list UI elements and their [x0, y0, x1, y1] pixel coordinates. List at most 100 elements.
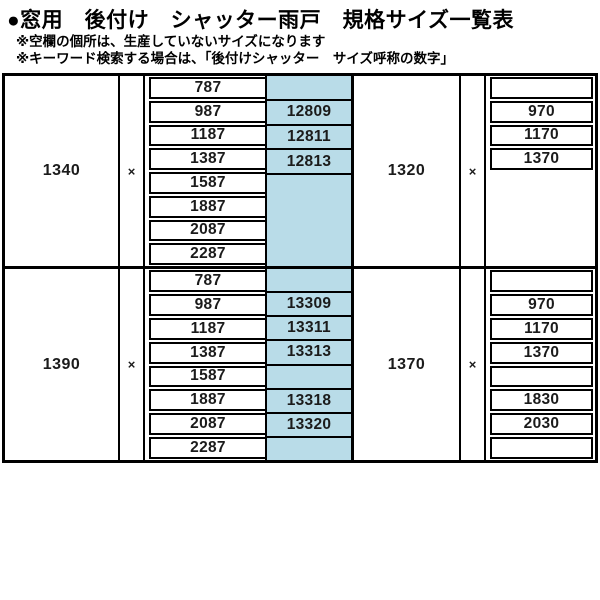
opening-width-cell	[490, 196, 593, 218]
opening-width-cell	[490, 437, 593, 459]
shutter-width-cell: 1187	[149, 124, 265, 147]
table-row: 987	[145, 293, 265, 317]
product-code-cell: 13311	[267, 317, 351, 342]
product-code-cell: 12813	[267, 150, 351, 175]
table-row: 787	[145, 269, 265, 293]
note-blank-cells: ※空欄の個所は、生産していないサイズになります	[16, 34, 326, 49]
product-code-cell: 13318	[267, 390, 351, 414]
multiply-icon: ×	[459, 76, 486, 266]
opening-width-cell: 2030	[490, 413, 593, 436]
shutter-width-column: 787 987 1187 1387 1587 1887 2087 2287	[145, 269, 265, 460]
product-code-cell	[267, 438, 351, 460]
opening-height-cell: 1320	[351, 76, 459, 266]
table-row: 1387	[145, 147, 265, 171]
table-row: 1170	[486, 317, 595, 341]
product-code-cell: 12809	[267, 101, 351, 126]
table-row	[486, 242, 595, 266]
table-row: 2087	[145, 219, 265, 243]
table-row	[486, 195, 595, 219]
size-table-section-1340: 1340 × 787 987 1187 1387 1587 1887 2087 …	[5, 76, 595, 266]
shutter-width-cell: 1887	[149, 195, 265, 218]
page-title: ●窓用 後付け シャッター雨戸 規格サイズ一覧表	[7, 9, 515, 32]
table-row	[486, 436, 595, 460]
product-code-cell	[267, 366, 351, 390]
opening-width-cell: 1170	[490, 124, 593, 147]
shutter-width-cell: 787	[149, 270, 265, 292]
table-row: 787	[145, 76, 265, 100]
opening-width-cell: 1370	[490, 148, 593, 170]
opening-height-cell: 1370	[351, 269, 459, 460]
product-code-cell	[267, 198, 351, 221]
table-row: 1887	[145, 388, 265, 412]
shutter-width-cell: 787	[149, 77, 265, 99]
table-row: 1587	[145, 171, 265, 195]
shutter-width-cell: 2287	[149, 437, 265, 459]
opening-width-cell	[490, 220, 593, 242]
product-code-cell: 13309	[267, 293, 351, 318]
opening-width-cell	[490, 270, 593, 292]
product-code-cell	[267, 76, 351, 101]
opening-width-cell: 1170	[490, 317, 593, 340]
shutter-width-column: 787 987 1187 1387 1587 1887 2087 2287	[145, 76, 265, 266]
opening-width-cell	[490, 365, 593, 388]
table-row: 1170	[486, 124, 595, 148]
shutter-width-cell: 2087	[149, 219, 265, 242]
table-row: 1887	[145, 195, 265, 219]
opening-width-cell	[490, 172, 593, 194]
product-code-cell: 12811	[267, 126, 351, 151]
shutter-width-cell: 987	[149, 100, 265, 123]
opening-width-cell: 970	[490, 293, 593, 316]
size-table: 1340 × 787 987 1187 1387 1587 1887 2087 …	[2, 73, 598, 463]
opening-width-cell: 1830	[490, 389, 593, 412]
table-row: 987	[145, 100, 265, 124]
product-code-column: 13309 13311 13313 13318 13320	[265, 269, 351, 460]
product-code-cell: 13313	[267, 341, 351, 366]
table-row: 1187	[145, 317, 265, 341]
table-row: 1387	[145, 341, 265, 365]
shutter-width-cell: 1387	[149, 341, 265, 364]
table-row: 2030	[486, 412, 595, 436]
shutter-width-cell: 1587	[149, 365, 265, 388]
multiply-icon: ×	[120, 269, 145, 460]
opening-width-cell	[490, 243, 593, 265]
size-table-section-1390: 1390 × 787 987 1187 1387 1587 1887 2087 …	[5, 266, 595, 460]
note-keyword-search: ※キーワード検索する場合は、「後付けシャッター サイズ呼称の数字」	[16, 51, 454, 66]
product-code-cell	[267, 269, 351, 294]
product-code-cell	[267, 221, 351, 244]
table-row: 1370	[486, 147, 595, 171]
table-row	[486, 171, 595, 195]
table-row	[486, 76, 595, 100]
table-row: 2287	[145, 242, 265, 266]
multiply-icon: ×	[120, 76, 145, 266]
shutter-height-cell: 1390	[5, 269, 120, 460]
table-row	[486, 219, 595, 243]
table-row: 1370	[486, 341, 595, 365]
table-row: 970	[486, 293, 595, 317]
shutter-width-cell: 1587	[149, 172, 265, 194]
table-row: 2287	[145, 436, 265, 460]
opening-width-column: 970 1170 1370	[486, 76, 595, 266]
opening-width-cell	[490, 77, 593, 99]
product-code-column: 12809 12811 12813	[265, 76, 351, 266]
table-row	[486, 365, 595, 389]
shutter-width-cell: 2287	[149, 243, 265, 265]
table-row: 2087	[145, 412, 265, 436]
shutter-width-cell: 1387	[149, 148, 265, 170]
table-row: 1587	[145, 365, 265, 389]
shutter-width-cell: 2087	[149, 413, 265, 436]
table-row: 1830	[486, 388, 595, 412]
shutter-width-cell: 987	[149, 293, 265, 316]
table-row: 1187	[145, 124, 265, 148]
opening-width-cell: 1370	[490, 341, 593, 364]
product-code-cell: 13320	[267, 414, 351, 438]
table-row: 970	[486, 100, 595, 124]
shutter-width-cell: 1187	[149, 317, 265, 340]
product-code-cell	[267, 243, 351, 266]
table-row	[486, 269, 595, 293]
opening-width-cell: 970	[490, 100, 593, 123]
shutter-height-cell: 1340	[5, 76, 120, 266]
shutter-width-cell: 1887	[149, 389, 265, 412]
multiply-icon: ×	[459, 269, 486, 460]
opening-width-column: 970 1170 1370 1830 2030	[486, 269, 595, 460]
